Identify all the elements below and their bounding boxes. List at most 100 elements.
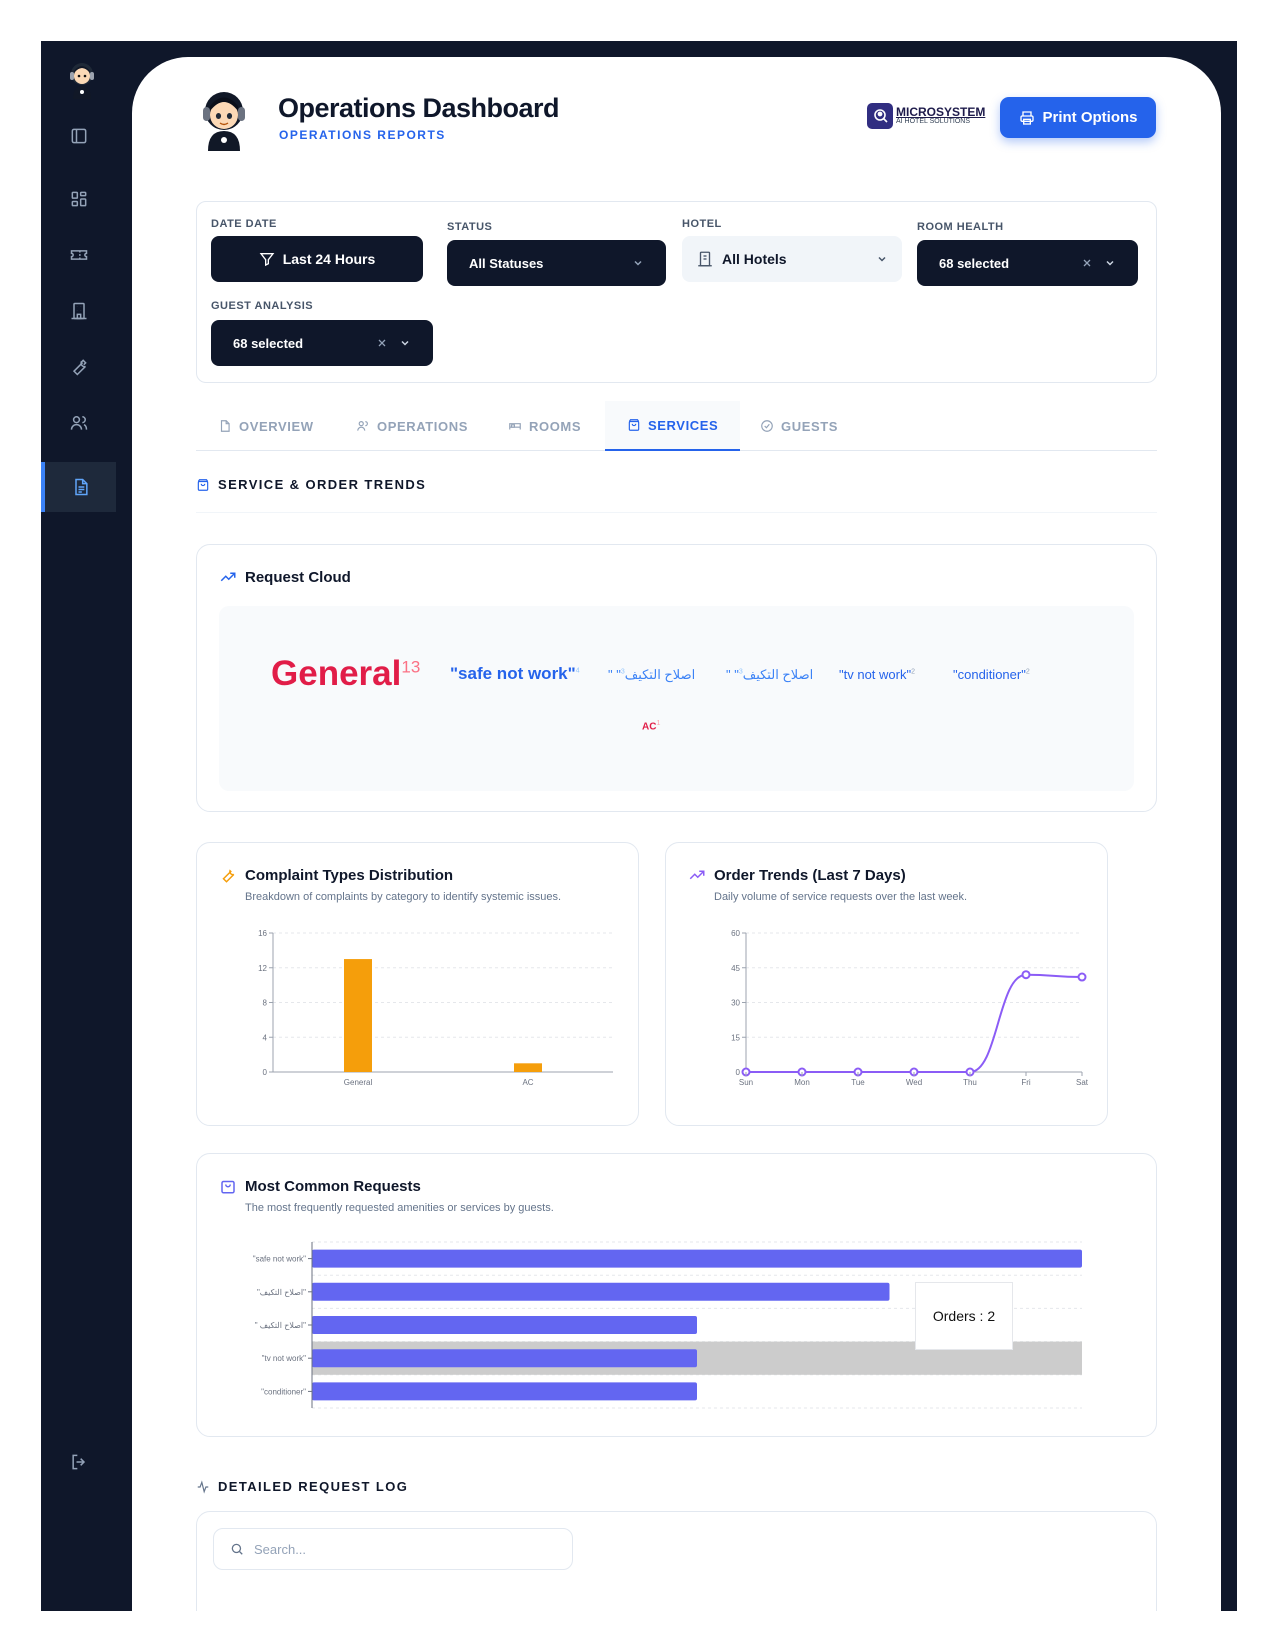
filters-panel: DATE DATE Last 24 Hours STATUS All Statu…: [196, 201, 1157, 383]
request-log-card: Search...: [196, 1511, 1157, 1611]
bar: [312, 1316, 697, 1334]
x-tick-label: Fri: [1021, 1078, 1031, 1087]
check-circle-icon: [761, 420, 773, 432]
cloud-word[interactable]: AC1: [642, 720, 661, 733]
activity-icon: [197, 1479, 209, 1494]
y-tick-label: 45: [731, 964, 740, 973]
complaint-types-title: Complaint Types Distribution: [219, 866, 453, 884]
tab-guests[interactable]: GUESTS: [738, 401, 860, 451]
bar: [312, 1282, 890, 1301]
tab-operations[interactable]: OPERATIONS: [334, 401, 490, 451]
y-tick-label: "conditioner": [261, 1387, 306, 1396]
ticket-icon: [70, 250, 87, 260]
section-divider: [196, 512, 1157, 513]
y-tick-label: 8: [263, 999, 268, 1008]
print-options-button[interactable]: Print Options: [1000, 97, 1156, 138]
app-frame: Operations Dashboard OPERATIONS REPORTS …: [41, 41, 1237, 1611]
chart-tooltip-label: Orders : 2: [932, 1308, 996, 1324]
y-tick-label: "safe not work": [253, 1255, 306, 1264]
sidebar-item-reports[interactable]: [41, 462, 116, 512]
logout-button[interactable]: [41, 1437, 116, 1487]
building-icon: [698, 251, 712, 267]
sidebar-item-guests[interactable]: [41, 398, 116, 448]
order-trends-desc: Daily volume of service requests over th…: [714, 891, 968, 903]
guest-analysis-filter-label: GUEST ANALYSIS: [211, 300, 314, 312]
tab-overview[interactable]: OVERVIEW: [196, 401, 336, 451]
bar: [514, 1063, 542, 1072]
sidebar-item-maintenance[interactable]: [41, 342, 116, 392]
y-tick-label: 15: [731, 1033, 740, 1042]
y-tick-label: "tv not work": [262, 1354, 307, 1363]
bed-icon: [509, 423, 521, 430]
bar: [312, 1382, 697, 1401]
x-tick-label: Mon: [794, 1078, 810, 1087]
common-requests-card: Most Common Requests The most frequently…: [196, 1153, 1157, 1437]
y-tick-label: " اصلاح التكيف": [255, 1321, 306, 1330]
guest-analysis-select[interactable]: 68 selected: [211, 320, 433, 366]
panel-icon: [71, 128, 86, 144]
tab-rooms-label: ROOMS: [529, 418, 582, 434]
hotel-filter-label: HOTEL: [682, 218, 722, 230]
common-requests-title-label: Most Common Requests: [245, 1177, 421, 1195]
section-heading-log: DETAILED REQUEST LOG: [196, 1479, 408, 1494]
tab-services[interactable]: SERVICES: [605, 401, 741, 451]
y-tick-label: 30: [731, 999, 740, 1008]
cloud-word[interactable]: " "اصلاح التكيف3: [608, 667, 696, 682]
status-select[interactable]: All Statuses: [447, 240, 666, 286]
x-tick-label: Thu: [963, 1078, 977, 1087]
word-cloud: General13 "safe not work"4 " "اصلاح التك…: [219, 606, 1134, 791]
bar: [312, 1349, 697, 1368]
room-health-filter-label: ROOM HEALTH: [917, 221, 1004, 233]
date-filter-value: Last 24 Hours: [282, 251, 376, 267]
complaint-types-desc: Breakdown of complaints by category to i…: [245, 891, 562, 903]
chevron-down-icon: [401, 340, 409, 346]
search-icon: [231, 1543, 243, 1555]
cloud-word[interactable]: General13: [271, 654, 421, 693]
filter-icon: [259, 253, 275, 267]
building-icon: [71, 302, 86, 320]
hotel-select[interactable]: All Hotels: [682, 236, 902, 282]
section-heading-trends-label: SERVICE & ORDER TRENDS: [218, 477, 427, 492]
page-subtitle: OPERATIONS REPORTS: [279, 128, 446, 142]
sidebar-item-tickets[interactable]: [41, 230, 116, 280]
order-trends-title: Order Trends (Last 7 Days): [688, 866, 906, 884]
cloud-word[interactable]: " "اصلاح التكيف3: [726, 667, 814, 682]
request-cloud-title: Request Cloud: [219, 568, 351, 586]
chevron-down-icon: [878, 256, 886, 262]
chart-tooltip: Orders : 2: [915, 1282, 1013, 1350]
cloud-word[interactable]: "tv not work"2: [839, 667, 915, 682]
clear-icon[interactable]: [377, 338, 387, 348]
sidebar-item-panel[interactable]: [41, 111, 116, 161]
cloud-word[interactable]: "conditioner"2: [953, 667, 1030, 682]
y-tick-label: 0: [736, 1068, 741, 1077]
dashboard-grid-icon: [71, 191, 86, 207]
shopping-bag-icon: [628, 419, 640, 431]
cloud-word[interactable]: "safe not work"4: [450, 664, 580, 683]
order-trends-chart: 0 15 30 45 60 Sun Mon Tue Wed Thu Fri Sat: [731, 929, 1089, 1087]
x-tick-label: Sun: [739, 1078, 753, 1087]
request-cloud-title-label: Request Cloud: [245, 568, 351, 586]
shopping-bag-icon: [197, 478, 209, 491]
document-icon: [220, 420, 230, 432]
series-line: [745, 973, 1083, 1073]
sidebar-item-dashboard[interactable]: [41, 174, 116, 224]
wrench-icon: [72, 359, 87, 376]
search-input[interactable]: Search...: [213, 1528, 573, 1570]
date-filter[interactable]: Last 24 Hours: [211, 236, 423, 282]
y-tick-label: 12: [258, 964, 267, 973]
clear-icon[interactable]: [1082, 258, 1092, 268]
sidebar: [41, 41, 132, 1611]
sidebar-item-hotels[interactable]: [41, 286, 116, 336]
main-content: Operations Dashboard OPERATIONS REPORTS …: [132, 57, 1221, 1611]
common-requests-desc: The most frequently requested amenities …: [245, 1202, 554, 1214]
y-tick-label: 60: [731, 929, 740, 938]
tab-overview-label: OVERVIEW: [239, 418, 314, 434]
request-cloud-card: Request Cloud General13 "safe not work"4…: [196, 544, 1157, 812]
guest-analysis-select-value: 68 selected: [233, 335, 304, 351]
page-title: Operations Dashboard: [278, 93, 560, 123]
y-tick-label: 16: [258, 929, 267, 938]
room-health-select[interactable]: 68 selected: [917, 240, 1138, 286]
tab-rooms[interactable]: ROOMS: [486, 401, 603, 451]
complaint-types-title-label: Complaint Types Distribution: [245, 866, 454, 884]
x-tick-label: Sat: [1076, 1078, 1089, 1087]
